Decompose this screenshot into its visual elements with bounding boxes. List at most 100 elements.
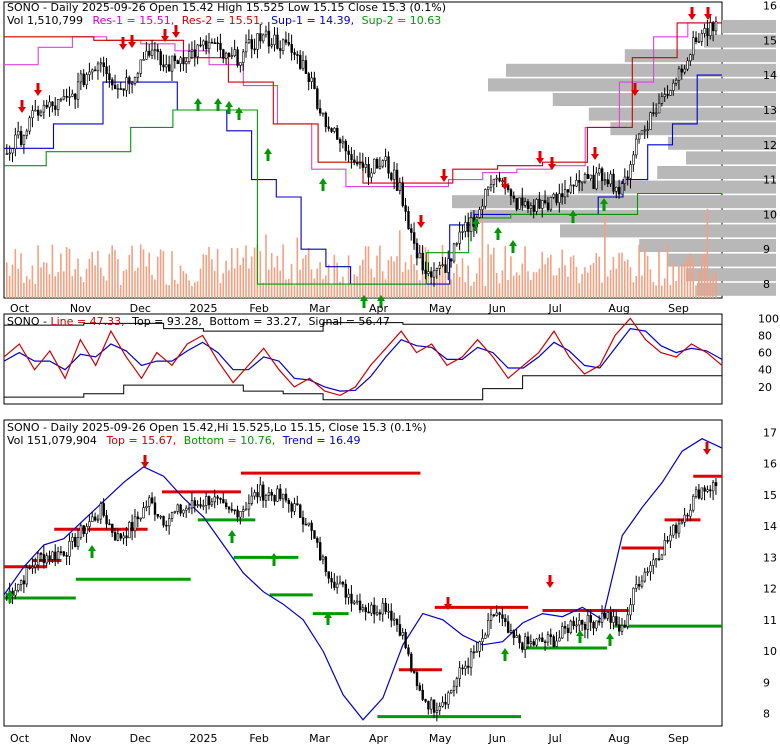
candle-body	[415, 672, 419, 686]
candle-body	[532, 641, 535, 646]
candle-body	[338, 581, 342, 585]
volume-bar	[85, 268, 88, 298]
candle-body	[56, 99, 60, 110]
volume-profile-bar	[668, 136, 776, 150]
candle-body	[182, 57, 185, 65]
volume-bar	[216, 249, 219, 298]
x-tick-label: Dec	[130, 732, 151, 745]
volume-bar	[373, 277, 375, 298]
candle-body	[196, 504, 199, 506]
candle-body	[99, 62, 103, 65]
candle-body	[532, 205, 535, 212]
candle-body	[370, 172, 373, 178]
candle-body	[162, 515, 165, 526]
volume-bar	[692, 258, 694, 298]
volume-bar	[356, 276, 358, 298]
candle-body	[467, 222, 470, 232]
volume-bars	[6, 208, 717, 298]
candle-body	[150, 49, 154, 56]
candle-body	[242, 509, 245, 512]
candle-body	[526, 636, 530, 645]
volume-bar	[609, 269, 612, 298]
candle-body	[643, 571, 647, 582]
candle-body	[512, 195, 516, 199]
candle-body	[31, 110, 34, 119]
candle-body	[210, 41, 214, 44]
candle-body	[589, 615, 592, 623]
candle-body	[131, 82, 134, 85]
candle-body	[689, 509, 692, 517]
candle-body	[14, 134, 17, 150]
candle-body	[561, 193, 564, 198]
candle-body	[378, 612, 382, 615]
volume-bar	[88, 258, 91, 298]
candle-body	[680, 68, 684, 73]
volume-bar	[698, 272, 700, 298]
candle-body	[575, 179, 578, 187]
volume-bar	[666, 244, 669, 298]
volume-bar	[23, 282, 25, 298]
sell-arrow	[18, 100, 26, 113]
volume-bar	[464, 282, 467, 298]
x-tick-label: Feb	[249, 302, 268, 315]
candle-body	[153, 49, 157, 51]
candle-body	[111, 79, 114, 86]
candle-body	[34, 109, 37, 112]
candle-body	[677, 68, 681, 81]
candle-body	[262, 34, 265, 42]
volume-bar	[60, 253, 62, 298]
volume-bar	[65, 247, 68, 298]
candle-body	[541, 200, 544, 209]
candle-body	[632, 587, 635, 606]
buy-arrow	[214, 98, 222, 111]
candle-body	[185, 61, 188, 65]
candle-body	[469, 651, 473, 668]
buy-arrow	[494, 227, 502, 240]
candle-body	[156, 49, 160, 52]
candle-body	[321, 112, 325, 115]
buy-arrow	[319, 178, 327, 191]
candle-body	[202, 505, 205, 507]
candle-body	[615, 186, 618, 192]
candle-body	[595, 172, 598, 190]
candle-body	[318, 108, 322, 114]
candle-body	[347, 150, 350, 155]
candle-body	[697, 41, 701, 43]
candle-body	[367, 164, 370, 178]
buy-arrow	[228, 530, 236, 543]
volume-bar	[117, 259, 119, 298]
volume-bar	[119, 285, 122, 298]
stoch-signal-line	[3, 327, 723, 392]
volume-bar	[228, 270, 230, 298]
candle-body	[276, 488, 279, 502]
x-tick-label: May	[429, 732, 452, 745]
price-vol: Vol 1,510,799	[7, 14, 83, 27]
candle-body	[478, 209, 481, 218]
buy-arrow	[472, 218, 480, 231]
candle-body	[71, 93, 74, 97]
candle-body	[39, 111, 43, 116]
volume-bar	[253, 247, 256, 298]
candle-body	[213, 42, 217, 44]
volume-bar	[458, 277, 461, 298]
candle-body	[512, 630, 516, 638]
candle-body	[609, 173, 612, 185]
candle-body	[76, 81, 80, 100]
candle-body	[131, 522, 134, 532]
candle-body	[253, 48, 256, 51]
candle-body	[444, 264, 447, 273]
candle-body	[390, 610, 393, 621]
candle-body	[412, 670, 416, 673]
candle-body	[17, 131, 20, 136]
candle-body	[589, 174, 592, 179]
candle-body	[652, 559, 655, 566]
trend-vol: Vol 151,079,904	[7, 434, 97, 447]
candle-body	[487, 186, 490, 190]
y-tick-label: 12	[763, 583, 777, 596]
x-tick-label: Aug	[608, 302, 629, 315]
buy-arrow	[194, 98, 202, 111]
buy-arrow	[235, 107, 243, 120]
candle-body	[421, 689, 424, 700]
candle-body	[162, 64, 165, 68]
